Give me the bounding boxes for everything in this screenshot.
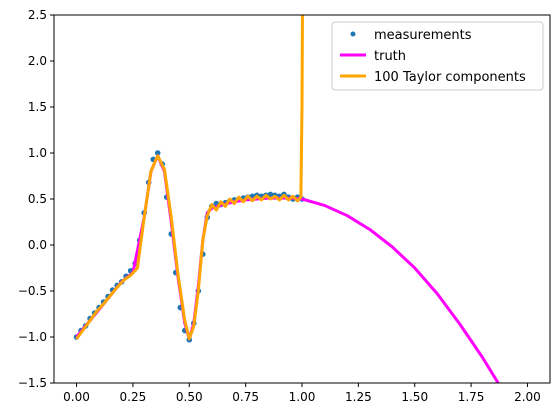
y-tick-label: −0.5 (18, 284, 47, 298)
y-tick-label: 0.0 (28, 238, 47, 252)
x-tick-label: 0.75 (232, 390, 259, 404)
measurement-point (154, 150, 161, 156)
x-tick-label: 0.00 (63, 390, 90, 404)
x-tick-label: 1.50 (401, 390, 428, 404)
x-tick-label: 1.75 (458, 390, 485, 404)
legend-label-taylor: 100 Taylor components (374, 70, 526, 85)
legend-marker-measurements (350, 31, 356, 37)
plot-area (73, 15, 500, 383)
y-tick-label: −1.5 (18, 376, 47, 390)
x-tick-label: 0.25 (120, 390, 147, 404)
x-tick-label: 2.00 (514, 390, 541, 404)
y-axis: −1.5 −1.0 −0.5 0.0 0.5 1.0 1.5 2.0 2.5 (18, 8, 54, 390)
x-tick-label: 1.00 (289, 390, 316, 404)
x-axis: 0.00 0.25 0.50 0.75 1.00 1.25 1.50 1.75 2.00 (63, 383, 541, 404)
legend-label-truth: truth (374, 49, 406, 64)
y-tick-label: 2.5 (28, 8, 47, 22)
series-100-taylor-components-line (75, 15, 304, 341)
x-tick-label: 0.50 (176, 390, 203, 404)
legend: measurements truth 100 Taylor components (331, 21, 544, 91)
x-tick-label: 1.25 (345, 390, 372, 404)
y-tick-label: 1.0 (28, 146, 47, 160)
measurement-point (267, 191, 274, 198)
y-tick-label: 2.0 (28, 54, 47, 68)
y-tick-label: −1.0 (18, 330, 47, 344)
y-tick-label: 0.5 (28, 192, 47, 206)
legend-label-measurements: measurements (374, 28, 472, 43)
legend-box (331, 21, 544, 91)
y-tick-label: 1.5 (28, 100, 47, 114)
